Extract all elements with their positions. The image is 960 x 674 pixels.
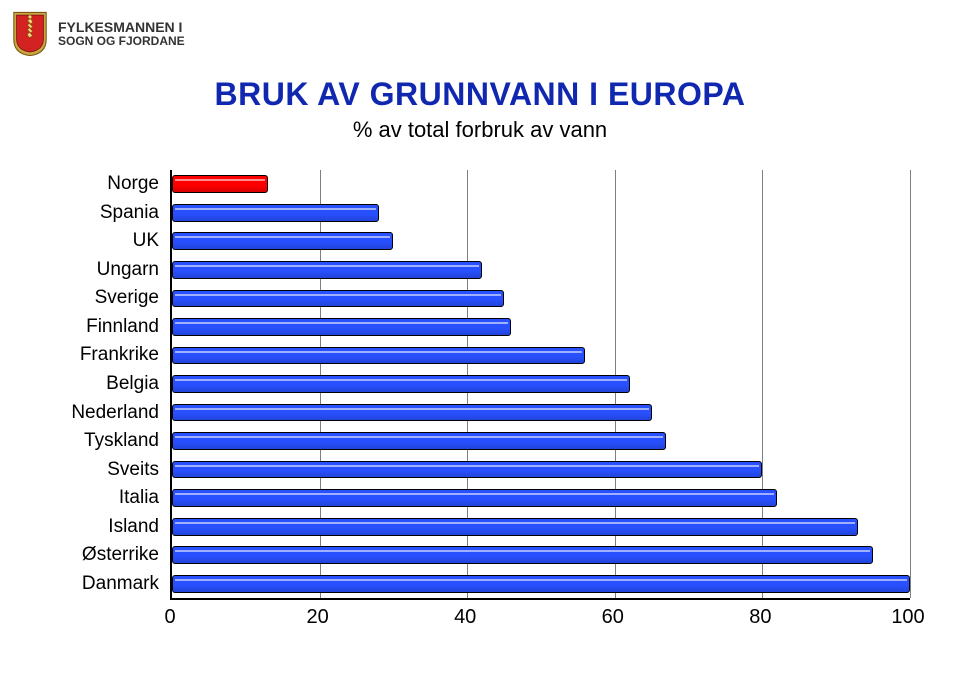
header-line1: FYLKESMANNEN I: [58, 19, 185, 35]
plot-area: [170, 170, 910, 600]
x-tick-label: 0: [164, 606, 175, 629]
category-label: Østerrike: [82, 544, 159, 566]
category-label: Tyskland: [84, 430, 159, 452]
bar: [172, 489, 777, 507]
category-label: UK: [133, 230, 159, 252]
bar: [172, 347, 585, 365]
category-label: Norge: [107, 173, 159, 195]
category-label: Danmark: [82, 573, 159, 595]
category-label: Finnland: [86, 316, 159, 338]
crest-icon: [12, 10, 48, 58]
bar: [172, 290, 504, 308]
chart-subtitle: % av total forbruk av vann: [0, 117, 960, 143]
bar: [172, 375, 630, 393]
header-line2: SOGN OG FJORDANE: [58, 35, 185, 49]
category-label: Belgia: [106, 373, 159, 395]
x-tick-label: 100: [891, 606, 924, 629]
bar: [172, 318, 511, 336]
category-label: Sveits: [107, 459, 159, 481]
category-label: Nederland: [71, 402, 159, 424]
x-tick-label: 40: [454, 606, 476, 629]
bar: [172, 232, 393, 250]
gridline: [910, 170, 911, 598]
bar: [172, 261, 482, 279]
bar: [172, 432, 666, 450]
category-label: Sverige: [95, 287, 159, 309]
bar: [172, 575, 910, 593]
bar: [172, 546, 873, 564]
header-text: FYLKESMANNEN I SOGN OG FJORDANE: [58, 19, 185, 49]
category-label: Ungarn: [97, 259, 159, 281]
bar: [172, 518, 858, 536]
header: FYLKESMANNEN I SOGN OG FJORDANE: [12, 10, 185, 58]
category-label: Frankrike: [80, 344, 159, 366]
bar: [172, 461, 762, 479]
x-tick-label: 60: [602, 606, 624, 629]
bar: [172, 204, 379, 222]
bar: [172, 404, 652, 422]
category-label: Island: [108, 516, 159, 538]
chart-area: Norge Spania UK Ungarn Sverige Finnland Frankr…: [30, 170, 930, 630]
x-tick-label: 80: [749, 606, 771, 629]
chart-title: BRUK AV GRUNNVANN I EUROPA: [0, 76, 960, 113]
x-tick-label: 20: [306, 606, 328, 629]
title-block: BRUK AV GRUNNVANN I EUROPA % av total fo…: [0, 76, 960, 143]
category-label: Spania: [100, 202, 159, 224]
category-label: Italia: [119, 487, 159, 509]
bar: [172, 175, 268, 193]
